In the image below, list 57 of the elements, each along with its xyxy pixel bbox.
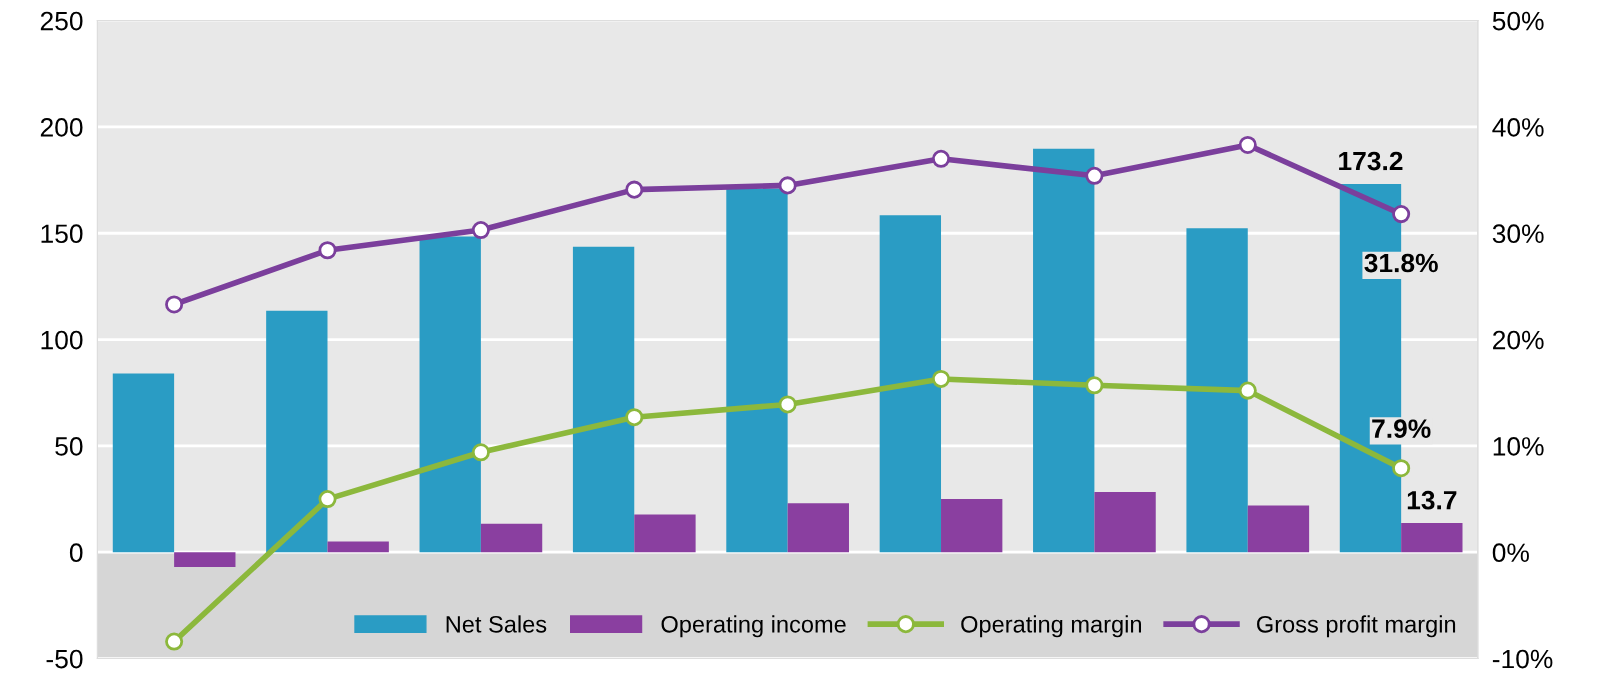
legend-label: Operating income (661, 615, 846, 638)
data-label: 7.9% (1372, 419, 1431, 439)
point (1085, 376, 1104, 395)
point (165, 295, 184, 314)
point (318, 241, 337, 260)
bar (787, 503, 849, 553)
point (931, 369, 951, 388)
bar (1186, 228, 1248, 553)
y2-tick-label: 40% (1492, 118, 1544, 137)
legend-label: Gross profit margin (1257, 615, 1456, 638)
y2-tick-label: 50% (1492, 11, 1544, 31)
bar (941, 499, 1003, 553)
bar (480, 523, 543, 553)
y2-tick-label: 10% (1493, 437, 1544, 456)
point (1392, 459, 1411, 478)
bar (1033, 148, 1095, 553)
y-tick-label: 150 (41, 224, 83, 244)
point (471, 443, 490, 462)
point (1392, 205, 1411, 224)
point (931, 149, 951, 168)
bar (419, 236, 481, 553)
y-tick-label: -50 (46, 649, 83, 669)
point (778, 395, 797, 414)
data-label: 13.7 (1407, 490, 1457, 510)
bar (879, 215, 942, 553)
point (165, 632, 184, 651)
bar (327, 541, 389, 553)
point (625, 180, 644, 199)
y-tick-label: 0 (69, 543, 83, 563)
y-tick-label: 100 (41, 330, 83, 350)
bar (1094, 492, 1156, 553)
y2-tick-label: 0% (1492, 543, 1529, 563)
bar (266, 310, 328, 553)
data-label: 31.8% (1364, 253, 1438, 273)
legend-label: Net Sales (446, 615, 547, 633)
data-label: 173.2 (1339, 151, 1403, 171)
legend-label: Operating margin (961, 615, 1141, 638)
y2-tick-label: 20% (1493, 330, 1544, 350)
point (778, 176, 797, 195)
y-tick-label: 250 (40, 11, 83, 31)
bar (1247, 505, 1310, 553)
point (1085, 166, 1104, 185)
point (471, 221, 490, 240)
point (625, 408, 644, 427)
bar (634, 514, 696, 553)
y2-tick-label: 30% (1492, 224, 1544, 244)
bar (572, 246, 635, 553)
bar (1401, 523, 1463, 553)
bar (174, 552, 236, 568)
point (1238, 381, 1257, 400)
bar (112, 373, 175, 553)
bar (726, 188, 788, 553)
point (1238, 135, 1257, 155)
y-tick-label: 200 (40, 118, 83, 137)
y-tick-label: 50 (55, 437, 83, 456)
y2-tick-label: -10% (1492, 649, 1553, 669)
point (318, 490, 337, 509)
